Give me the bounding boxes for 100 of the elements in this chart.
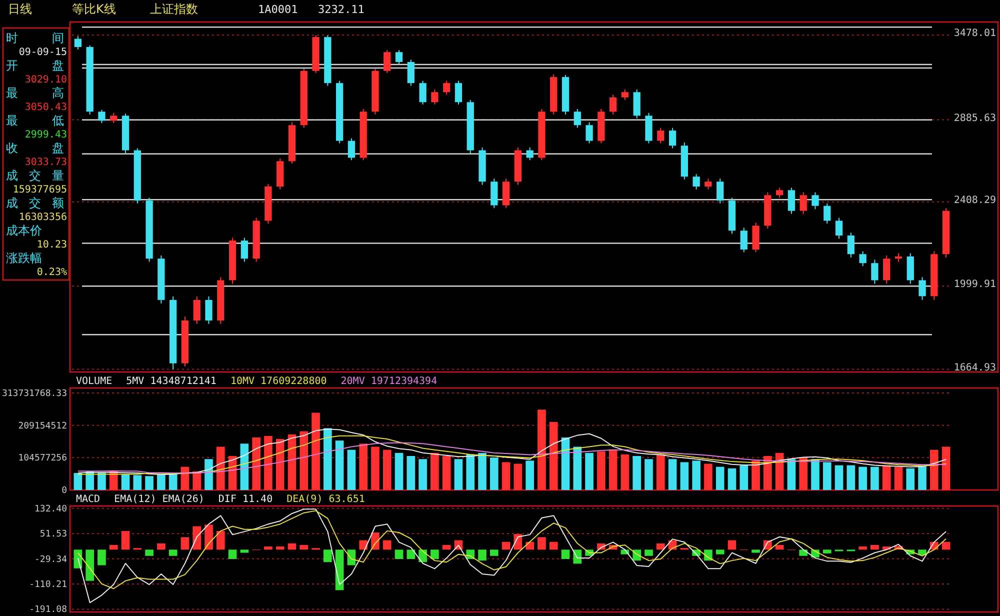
line-series — [77, 442, 947, 474]
text: 成本价 — [6, 224, 42, 238]
text: 涨跌幅 — [6, 251, 42, 265]
text: 0.23% — [36, 267, 67, 278]
bar — [252, 437, 260, 490]
candlestick — [633, 89, 640, 119]
text: 3033.73 — [24, 157, 67, 168]
candlestick — [407, 59, 414, 86]
bar — [585, 452, 594, 490]
bar — [347, 450, 356, 490]
bar — [656, 543, 665, 550]
candlestick — [824, 202, 831, 224]
y-tick-label: 2408.29 — [954, 194, 996, 206]
y-tick-label: -29.34 — [34, 554, 67, 565]
bar — [240, 444, 249, 490]
bar — [371, 446, 380, 490]
bar — [74, 473, 82, 490]
bar — [490, 550, 498, 556]
candlestick — [657, 127, 664, 144]
text: 收盘 — [6, 141, 64, 155]
bar — [276, 439, 284, 490]
bar — [704, 464, 712, 490]
bar — [394, 550, 404, 559]
text: 5MV 14348712141 — [126, 376, 216, 387]
bar — [846, 465, 856, 490]
bar — [608, 450, 618, 490]
bar — [573, 446, 582, 490]
bar — [514, 464, 522, 490]
candlestick — [740, 227, 748, 253]
text: 10.23 — [36, 240, 67, 250]
bar — [430, 452, 439, 490]
y-tick-label: 3478.01 — [954, 28, 996, 40]
candlestick — [610, 94, 617, 115]
candlestick — [883, 254, 890, 284]
text: 1A0001 — [258, 3, 298, 16]
bar — [300, 544, 308, 550]
series-label: DIF 11.40 — [218, 494, 273, 505]
text: 10MV 17609228800 — [230, 376, 327, 387]
bar — [870, 466, 879, 490]
candlestick — [906, 252, 914, 284]
bar — [406, 456, 416, 490]
candlestick — [74, 36, 82, 50]
chart-title: VOLUME — [76, 376, 112, 387]
y-tick-label: 51.53 — [40, 530, 67, 540]
y-tick-label: 1664.93 — [954, 362, 996, 374]
y-tick-label: 1999.91 — [954, 279, 996, 290]
bar — [478, 550, 486, 561]
bar — [740, 465, 748, 490]
bar — [942, 446, 950, 490]
candlestick — [586, 122, 593, 144]
bar — [632, 456, 642, 490]
bar — [406, 550, 416, 559]
bar — [86, 550, 94, 581]
chart-title: 上证指数 — [150, 2, 198, 16]
candlestick — [574, 108, 581, 128]
text: 等比K线 — [72, 2, 116, 16]
y-tick-label: 0 — [62, 486, 67, 496]
bar — [157, 543, 166, 550]
y-tick-label: 104577256 — [18, 454, 67, 464]
bar — [526, 460, 534, 490]
y-tick-label: 209154512 — [18, 421, 67, 432]
bar — [656, 454, 665, 490]
bar — [418, 459, 427, 490]
candlestick — [871, 259, 878, 284]
text: 成交量 — [6, 168, 64, 182]
bar — [764, 456, 772, 490]
bar — [834, 465, 844, 490]
candlestick — [240, 237, 248, 262]
candlestick — [205, 296, 212, 324]
candlestick — [526, 146, 534, 161]
text: 16303356 — [18, 212, 67, 223]
bar — [502, 462, 510, 490]
candlestick — [110, 112, 118, 124]
bar — [442, 456, 451, 490]
candlestick — [193, 296, 200, 324]
line-series — [77, 510, 947, 590]
candlestick — [847, 232, 854, 258]
text: 3232.11 — [318, 3, 364, 16]
candlestick — [502, 178, 510, 209]
bar — [858, 466, 867, 490]
candlestick — [859, 250, 866, 267]
bar — [204, 524, 213, 550]
candlestick — [835, 217, 843, 240]
bar — [300, 431, 308, 490]
candlestick — [788, 187, 796, 214]
bar — [264, 436, 272, 490]
candlestick — [395, 50, 403, 65]
bar — [942, 542, 950, 550]
text: 20MV 19712394394 — [340, 376, 438, 387]
bar — [799, 550, 808, 556]
bar — [335, 440, 344, 490]
bar — [561, 437, 570, 490]
bar — [288, 434, 296, 490]
candlestick — [776, 187, 784, 198]
bar — [157, 474, 166, 490]
bar — [787, 459, 796, 490]
bar — [192, 471, 202, 490]
bar — [288, 543, 296, 550]
candlestick — [98, 109, 106, 124]
bar — [133, 475, 142, 490]
